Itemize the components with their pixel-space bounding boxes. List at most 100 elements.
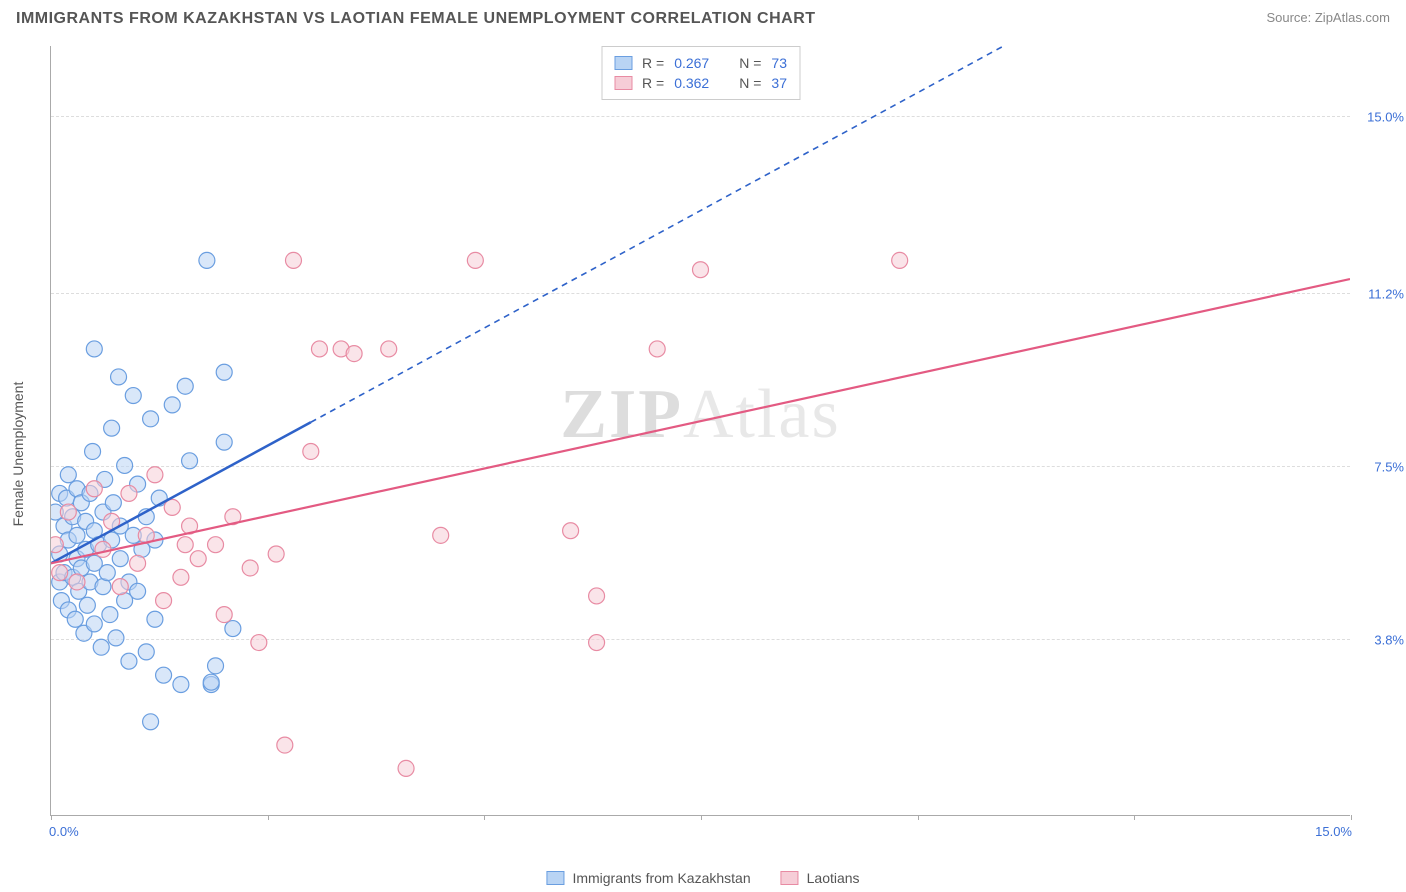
data-point-kazakhstan xyxy=(67,611,83,627)
data-point-laotians xyxy=(177,537,193,553)
data-point-kazakhstan xyxy=(156,667,172,683)
data-point-laotians xyxy=(268,546,284,562)
data-point-laotians xyxy=(563,523,579,539)
data-point-kazakhstan xyxy=(203,674,219,690)
chart-source: Source: ZipAtlas.com xyxy=(1266,10,1390,25)
data-point-kazakhstan xyxy=(69,527,85,543)
data-point-kazakhstan xyxy=(164,397,180,413)
n-value: 73 xyxy=(771,55,787,71)
data-point-kazakhstan xyxy=(199,252,215,268)
data-point-laotians xyxy=(346,346,362,362)
legend-swatch xyxy=(614,76,632,90)
legend-label: Immigrants from Kazakhstan xyxy=(572,870,750,886)
data-point-laotians xyxy=(649,341,665,357)
data-point-kazakhstan xyxy=(125,388,141,404)
data-point-laotians xyxy=(51,537,63,553)
data-point-laotians xyxy=(216,607,232,623)
legend-swatch xyxy=(546,871,564,885)
data-point-kazakhstan xyxy=(93,639,109,655)
r-label: R = xyxy=(642,55,664,71)
x-tick-mark xyxy=(1351,815,1352,820)
y-tick-label: 15.0% xyxy=(1354,110,1404,125)
data-point-laotians xyxy=(277,737,293,753)
chart-title: IMMIGRANTS FROM KAZAKHSTAN VS LAOTIAN FE… xyxy=(16,10,816,28)
data-point-kazakhstan xyxy=(147,611,163,627)
data-point-laotians xyxy=(311,341,327,357)
data-point-laotians xyxy=(589,635,605,651)
legend-swatch xyxy=(614,56,632,70)
r-value: 0.362 xyxy=(674,75,709,91)
legend-stat-row: R = 0.267 N = 73 xyxy=(614,53,787,73)
data-point-laotians xyxy=(892,252,908,268)
data-point-laotians xyxy=(156,593,172,609)
data-point-kazakhstan xyxy=(138,644,154,660)
data-point-kazakhstan xyxy=(225,621,241,637)
data-point-laotians xyxy=(398,760,414,776)
data-point-laotians xyxy=(130,555,146,571)
data-point-kazakhstan xyxy=(60,467,76,483)
x-tick-mark xyxy=(1134,815,1135,820)
data-point-laotians xyxy=(433,527,449,543)
data-point-kazakhstan xyxy=(86,616,102,632)
data-point-kazakhstan xyxy=(111,369,127,385)
legend-stats: R = 0.267 N = 73R = 0.362 N = 37 xyxy=(601,46,800,100)
data-point-kazakhstan xyxy=(117,457,133,473)
data-point-kazakhstan xyxy=(182,453,198,469)
data-point-laotians xyxy=(190,551,206,567)
data-point-kazakhstan xyxy=(112,551,128,567)
data-point-laotians xyxy=(589,588,605,604)
n-label: N = xyxy=(739,55,761,71)
n-value: 37 xyxy=(771,75,787,91)
data-point-kazakhstan xyxy=(105,495,121,511)
y-axis-label: Female Unemployment xyxy=(10,382,26,527)
data-point-laotians xyxy=(147,467,163,483)
data-point-laotians xyxy=(303,443,319,459)
x-tick-mark xyxy=(268,815,269,820)
data-point-kazakhstan xyxy=(121,653,137,669)
n-label: N = xyxy=(739,75,761,91)
legend-item: Immigrants from Kazakhstan xyxy=(546,870,750,886)
data-point-laotians xyxy=(69,574,85,590)
chart-plot-area: ZIPAtlas 3.8%7.5%11.2%15.0% R =0.267N =7… xyxy=(50,46,1350,816)
data-point-laotians xyxy=(381,341,397,357)
x-axis-max-label: 15.0% xyxy=(1315,824,1352,839)
scatter-svg xyxy=(51,46,1350,815)
data-point-laotians xyxy=(242,560,258,576)
r-value: 0.267 xyxy=(674,55,709,71)
legend-label: Laotians xyxy=(807,870,860,886)
y-tick-label: 7.5% xyxy=(1354,460,1404,475)
x-axis-min-label: 0.0% xyxy=(49,824,79,839)
data-point-kazakhstan xyxy=(216,434,232,450)
data-point-kazakhstan xyxy=(108,630,124,646)
source-label: Source: xyxy=(1266,10,1314,25)
legend-swatch xyxy=(781,871,799,885)
data-point-kazakhstan xyxy=(104,420,120,436)
data-point-kazakhstan xyxy=(99,565,115,581)
data-point-laotians xyxy=(121,485,137,501)
legend-stat-row: R =0.362N =37 xyxy=(614,73,787,93)
x-tick-mark xyxy=(484,815,485,820)
data-point-kazakhstan xyxy=(86,341,102,357)
y-tick-label: 3.8% xyxy=(1354,632,1404,647)
data-point-kazakhstan xyxy=(216,364,232,380)
data-point-kazakhstan xyxy=(177,378,193,394)
x-tick-mark xyxy=(918,815,919,820)
source-name: ZipAtlas.com xyxy=(1315,10,1390,25)
data-point-laotians xyxy=(112,579,128,595)
data-point-laotians xyxy=(285,252,301,268)
data-point-kazakhstan xyxy=(143,714,159,730)
data-point-kazakhstan xyxy=(85,443,101,459)
x-tick-mark xyxy=(51,815,52,820)
legend-series: Immigrants from Kazakhstan Laotians xyxy=(546,870,859,886)
data-point-laotians xyxy=(467,252,483,268)
legend-item: Laotians xyxy=(781,870,860,886)
data-point-kazakhstan xyxy=(102,607,118,623)
data-point-kazakhstan xyxy=(173,677,189,693)
data-point-kazakhstan xyxy=(208,658,224,674)
data-point-laotians xyxy=(86,481,102,497)
x-tick-mark xyxy=(701,815,702,820)
data-point-laotians xyxy=(251,635,267,651)
data-point-laotians xyxy=(52,565,68,581)
data-point-laotians xyxy=(693,262,709,278)
data-point-laotians xyxy=(60,504,76,520)
